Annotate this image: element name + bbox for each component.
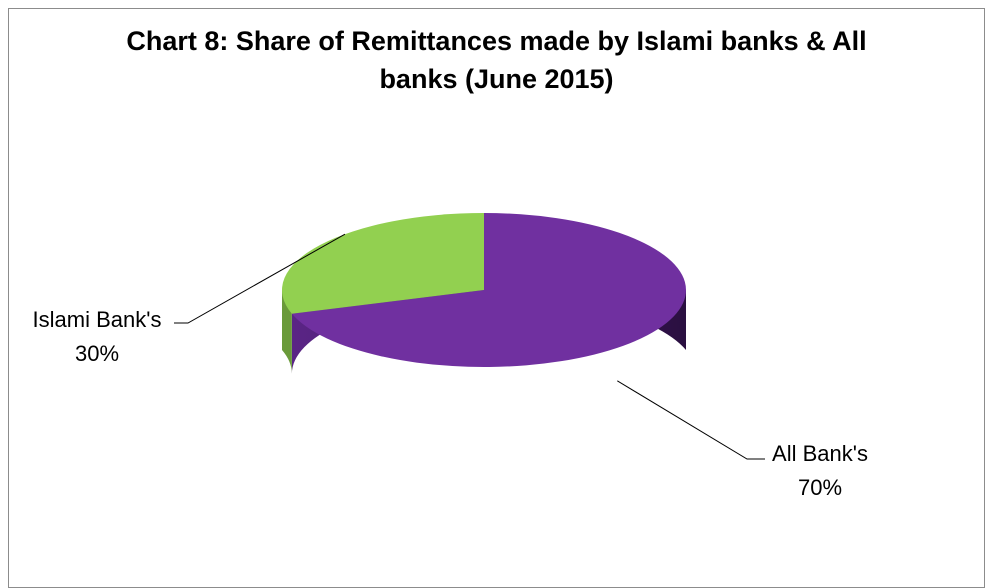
data-value-islami-bank-s: 30% xyxy=(75,341,119,366)
pie-side-islami-bank-s xyxy=(282,290,292,374)
data-label-islami-bank-s: Islami Bank's xyxy=(33,307,162,332)
chart-title-line-1: Chart 8: Share of Remittances made by Is… xyxy=(126,26,867,56)
pie-slice-all-bank-s xyxy=(291,213,686,367)
pie-slice-islami-bank-s xyxy=(282,212,484,314)
data-label-all-bank-s: All Bank's xyxy=(772,441,868,466)
leader-line-islami-bank-s xyxy=(174,233,346,324)
leader-line-all-bank-s xyxy=(617,380,765,460)
data-value-all-bank-s: 70% xyxy=(798,475,842,500)
chart-title: Chart 8: Share of Remittances made by Is… xyxy=(0,22,993,98)
chart-title-line-2: banks (June 2015) xyxy=(379,64,614,94)
